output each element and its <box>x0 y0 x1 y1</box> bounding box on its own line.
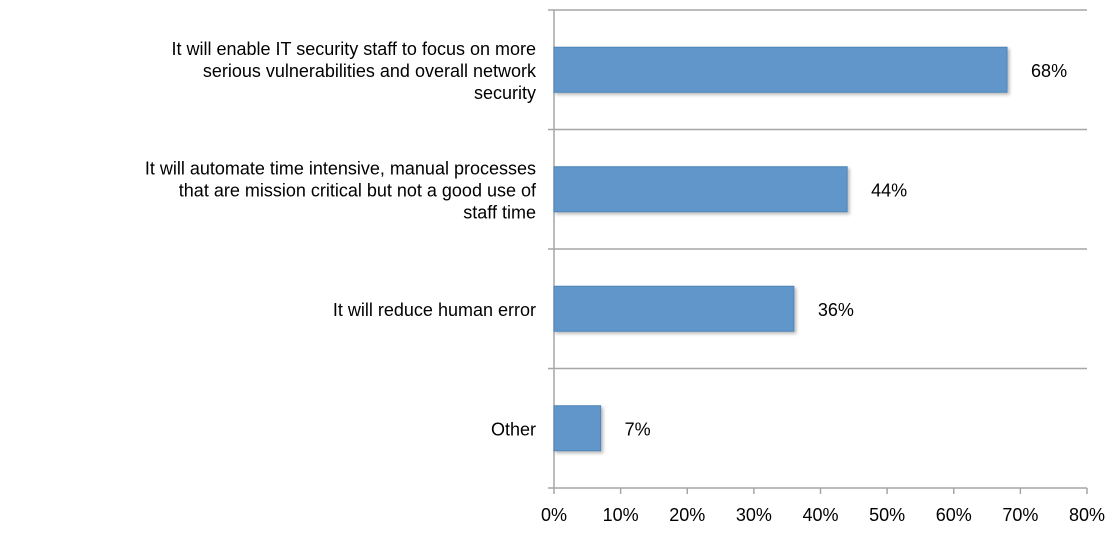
x-tick-label: 70% <box>1002 505 1038 525</box>
x-tick-label: 40% <box>802 505 838 525</box>
bar <box>553 166 848 213</box>
bar-value-label: 7% <box>625 419 651 439</box>
bar-value-label: 44% <box>871 180 907 200</box>
bar-value-label: 68% <box>1031 61 1067 81</box>
x-tick-label: 60% <box>936 505 972 525</box>
x-tick-label: 20% <box>669 505 705 525</box>
category-label: It will enable IT security staff to focu… <box>172 39 537 103</box>
bar <box>553 46 1008 93</box>
category-gridlines <box>554 9 1087 370</box>
labels: 0% 10% 20% 30% 40% 50% 60% 70% 80% 68% It will ena… <box>145 39 1105 525</box>
bars <box>553 46 1008 452</box>
x-tick-label: 10% <box>603 505 639 525</box>
x-tick-label: 0% <box>541 505 567 525</box>
x-tick-label: 30% <box>736 505 772 525</box>
category-label: It will reduce human error <box>333 300 536 320</box>
x-tick-label: 50% <box>869 505 905 525</box>
category-label: Other <box>491 419 536 439</box>
bar <box>553 285 795 332</box>
bar <box>553 405 602 452</box>
category-label: It will automate time intensive, manual … <box>145 158 537 222</box>
x-tick-label: 80% <box>1069 505 1105 525</box>
bar-value-label: 36% <box>818 300 854 320</box>
